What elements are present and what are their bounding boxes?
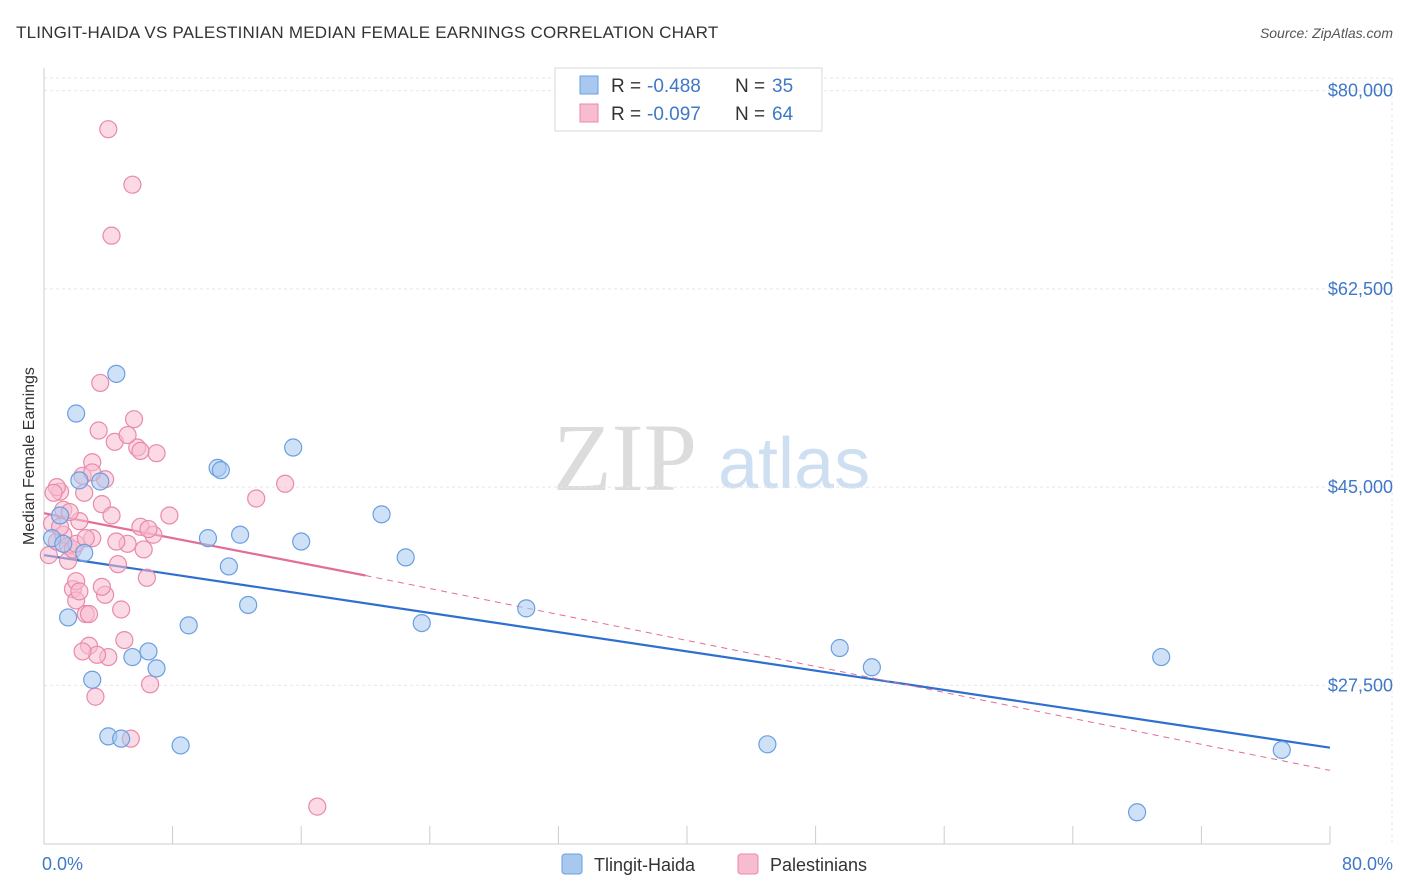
y-axis-label: Median Female Earnings [21, 367, 38, 545]
chart-title: TLINGIT-HAIDA VS PALESTINIAN MEDIAN FEMA… [16, 23, 718, 42]
legend-n-value-2: 64 [772, 104, 794, 125]
y-tick-label: $27,500 [1328, 675, 1393, 695]
point-palestinians [137, 568, 156, 587]
point-tlingit-haida [1152, 647, 1171, 667]
y-tick-label: $45,000 [1328, 477, 1393, 497]
point-palestinians [308, 797, 327, 816]
point-palestinians [102, 506, 121, 525]
watermark: ZIP atlas [553, 404, 870, 511]
point-palestinians [44, 483, 63, 502]
point-palestinians [102, 226, 121, 245]
point-palestinians [123, 175, 142, 194]
point-palestinians [139, 519, 158, 539]
series-legend: Tlingit-Haida Palestinians [561, 853, 867, 875]
watermark-atlas: atlas [718, 424, 870, 504]
point-palestinians [140, 675, 160, 694]
point-palestinians [79, 604, 99, 624]
point-tlingit-haida [292, 532, 311, 551]
point-tlingit-haida [284, 438, 303, 457]
point-tlingit-haida [758, 735, 777, 754]
point-tlingit-haida [112, 729, 131, 748]
point-tlingit-haida [147, 659, 166, 678]
point-palestinians [160, 506, 179, 525]
point-tlingit-haida [198, 529, 218, 548]
point-tlingit-haida [412, 613, 431, 633]
series-legend-label-tlingit: Tlingit-Haida [594, 855, 696, 875]
point-tlingit-haida [1127, 803, 1147, 822]
x-tick-label-max: 80.0% [1342, 854, 1393, 874]
series-legend-label-palestinian: Palestinians [770, 855, 867, 875]
point-tlingit-haida [91, 472, 110, 491]
legend-r-label-1: R = [611, 76, 641, 97]
point-tlingit-haida [211, 461, 230, 480]
point-palestinians [108, 555, 128, 574]
watermark-zip: ZIP [553, 404, 697, 511]
point-palestinians [99, 120, 118, 139]
point-tlingit-haida [83, 670, 102, 689]
point-tlingit-haida [372, 505, 391, 524]
trend-line-palestinians-extrapolated [365, 575, 1331, 771]
point-tlingit-haida [70, 471, 89, 490]
y-tick-label: $62,500 [1328, 279, 1393, 299]
point-palestinians [134, 540, 153, 559]
point-tlingit-haida [75, 543, 94, 562]
y-tick-labels: $27,500 $45,000 $62,500 $80,000 [1328, 81, 1393, 696]
legend-r-label-2: R = [611, 104, 641, 125]
point-palestinians [112, 600, 131, 619]
point-palestinians [115, 630, 134, 650]
point-palestinians [91, 373, 110, 393]
point-palestinians [86, 687, 105, 706]
legend-r-value-1: -0.488 [647, 76, 701, 97]
point-tlingit-haida [1272, 740, 1291, 760]
y-tick-label: $80,000 [1328, 81, 1393, 101]
point-tlingit-haida [54, 534, 73, 553]
point-palestinians [92, 577, 111, 596]
series-legend-swatch-tlingit [561, 853, 583, 875]
point-tlingit-haida [179, 616, 198, 635]
legend-n-label-2: N = [735, 104, 765, 125]
x-tick-label-min: 0.0% [42, 854, 83, 874]
legend-swatch-palestinian [579, 103, 599, 123]
point-tlingit-haida [123, 647, 142, 667]
point-tlingit-haida [830, 638, 849, 658]
legend-box [554, 67, 823, 132]
point-palestinians [118, 425, 137, 445]
data-points [39, 120, 1291, 822]
x-tick-marks [43, 826, 1331, 844]
point-tlingit-haida [50, 506, 70, 525]
point-tlingit-haida [239, 595, 258, 615]
point-palestinians [70, 582, 89, 601]
correlation-legend: R = -0.488 N = 35 R = -0.097 N = 64 [554, 67, 823, 132]
trend-lines [43, 512, 1331, 771]
point-tlingit-haida [396, 548, 415, 567]
trend-line-tlingit-haida [43, 554, 1331, 749]
point-tlingit-haida [231, 525, 250, 544]
point-palestinians [247, 489, 266, 508]
point-tlingit-haida [107, 364, 126, 383]
point-palestinians [131, 441, 150, 461]
point-palestinians [147, 444, 166, 463]
series-legend-swatch-palestinian [737, 853, 759, 875]
legend-r-value-2: -0.097 [647, 104, 701, 125]
point-tlingit-haida [67, 404, 86, 423]
legend-n-value-1: 35 [772, 76, 793, 97]
legend-swatch-tlingit [579, 75, 599, 95]
point-tlingit-haida [171, 736, 190, 755]
point-tlingit-haida [139, 642, 158, 661]
point-tlingit-haida [862, 658, 881, 677]
point-palestinians [124, 410, 144, 429]
point-palestinians [73, 642, 92, 661]
point-palestinians [107, 532, 126, 551]
point-tlingit-haida [59, 608, 78, 627]
legend-n-label-1: N = [735, 76, 765, 97]
point-tlingit-haida [219, 557, 238, 576]
point-palestinians [276, 474, 295, 493]
chart-source: Source: ZipAtlas.com [1260, 25, 1393, 41]
point-tlingit-haida [517, 599, 536, 618]
point-palestinians [89, 421, 108, 440]
